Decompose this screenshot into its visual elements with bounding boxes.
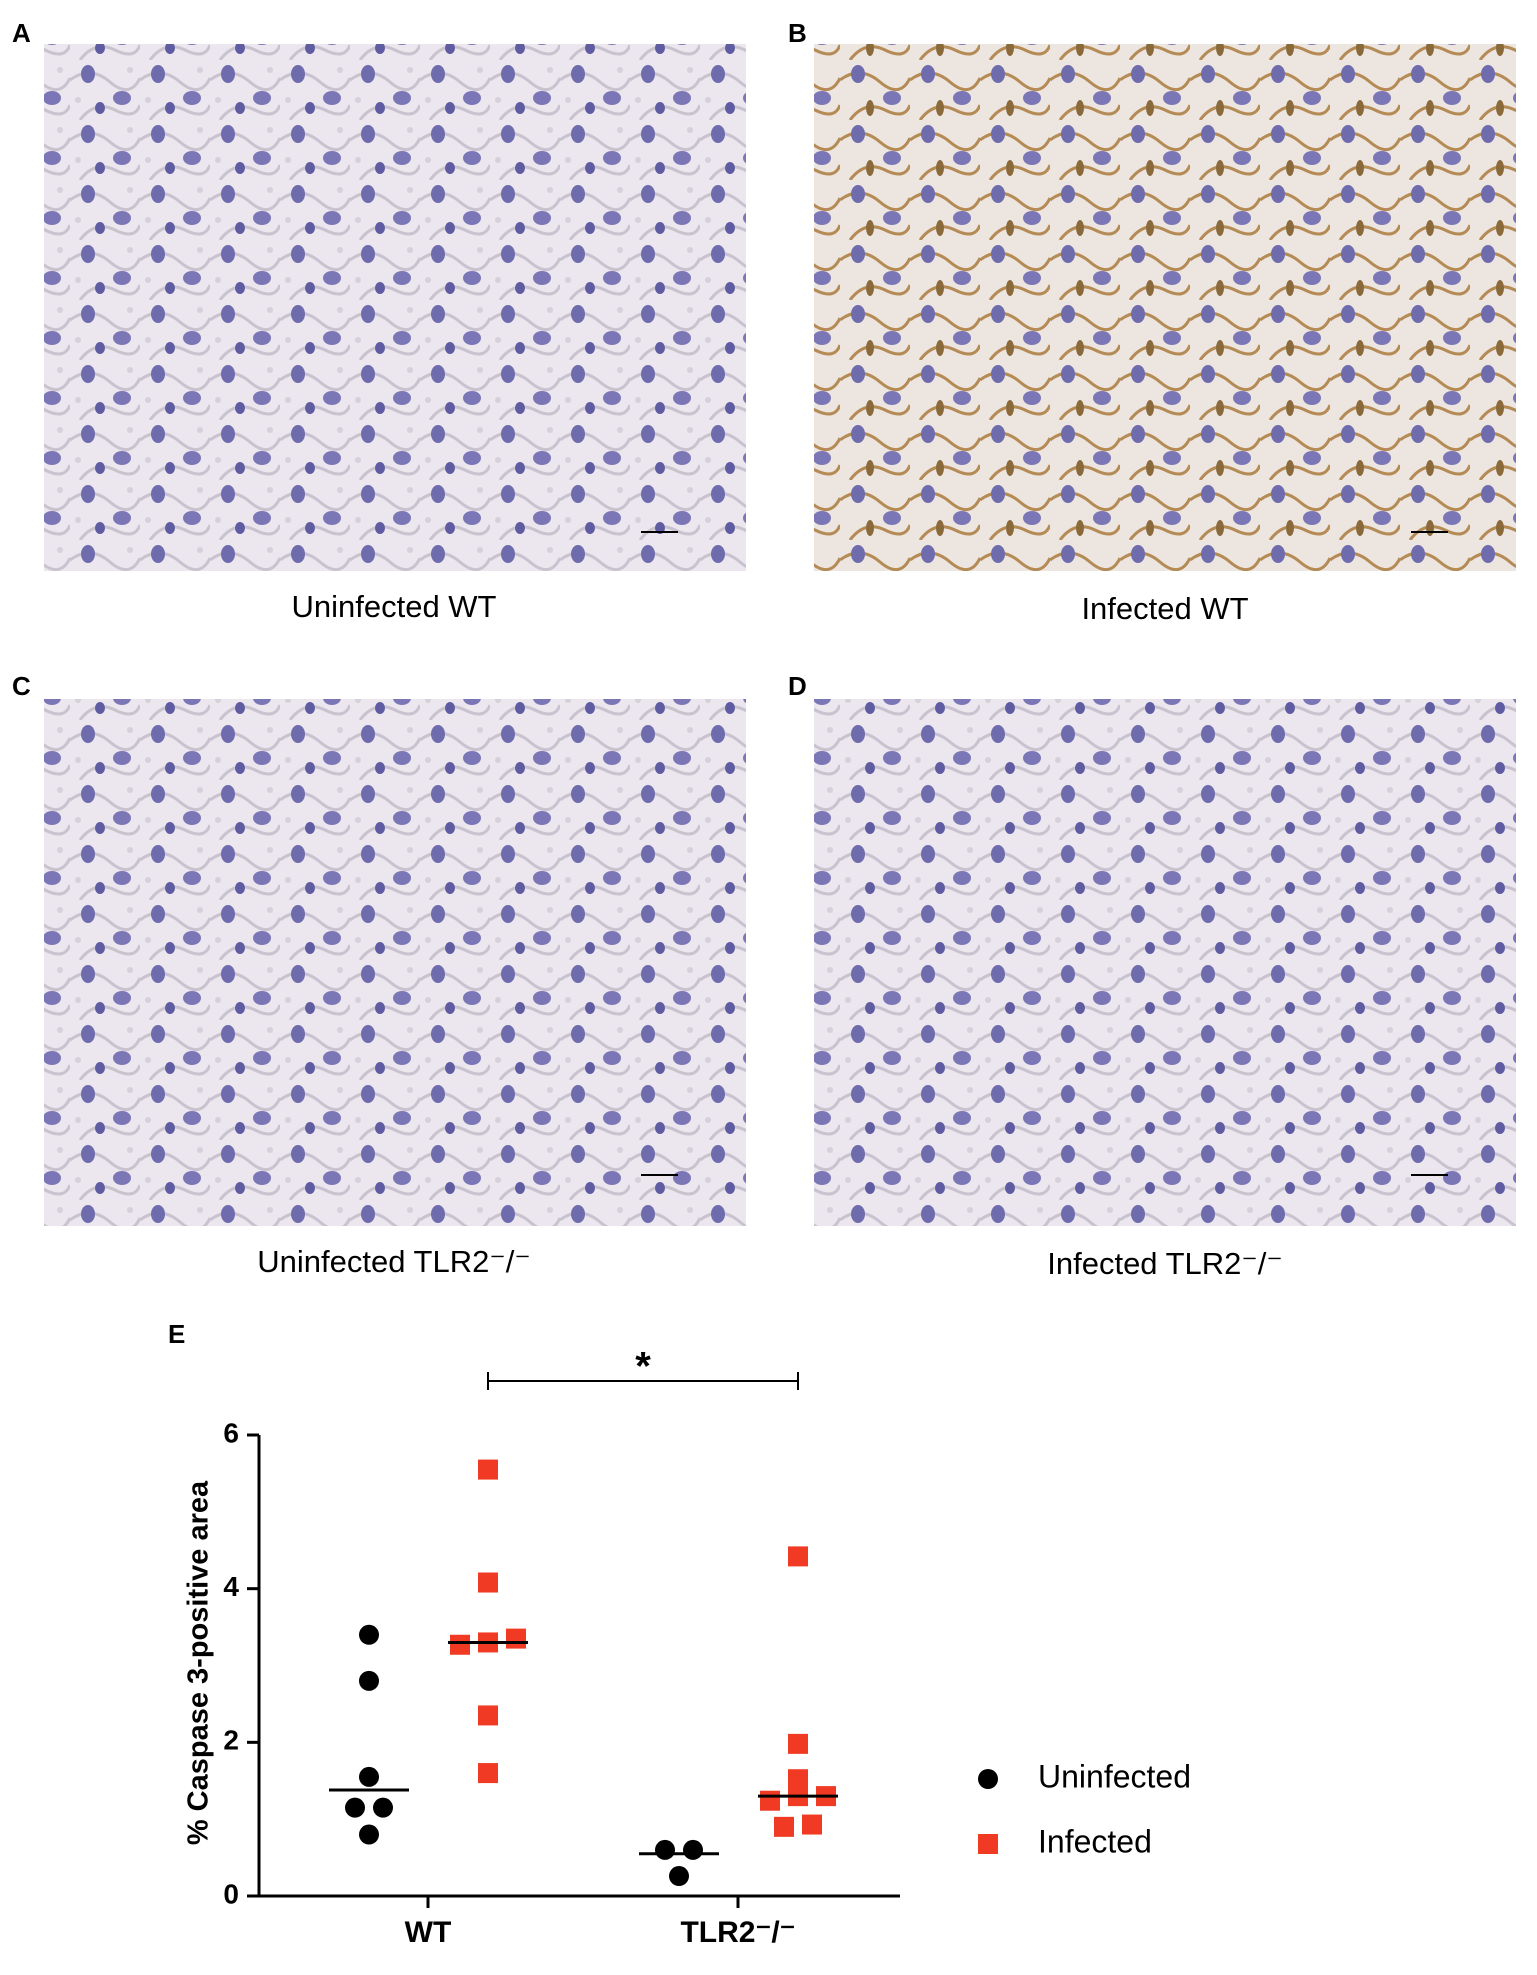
y-tick-label: 4 — [223, 1571, 239, 1602]
y-tick-label: 6 — [223, 1417, 239, 1448]
data-point — [760, 1790, 780, 1811]
micrograph — [814, 699, 1516, 1226]
legend-label: Infected — [1038, 1823, 1152, 1859]
micrograph — [44, 699, 746, 1226]
data-point — [478, 1705, 498, 1726]
data-point — [655, 1839, 675, 1860]
data-point — [478, 1459, 498, 1480]
micrograph — [44, 44, 746, 571]
data-point — [450, 1634, 470, 1655]
caption: Infected TLR2⁻/⁻ — [1047, 1246, 1283, 1281]
caption: Infected WT — [1081, 591, 1248, 626]
caption: Uninfected WT — [291, 589, 496, 624]
legend-marker — [978, 1769, 998, 1789]
panel-letter: D — [788, 671, 807, 701]
data-point — [683, 1839, 703, 1860]
significance-label: * — [635, 1345, 651, 1389]
x-tick-label: TLR2⁻/⁻ — [680, 1916, 795, 1949]
caption: Uninfected TLR2⁻/⁻ — [257, 1244, 530, 1279]
data-point — [359, 1824, 379, 1845]
data-point — [506, 1628, 526, 1649]
panel-letter: A — [12, 18, 31, 48]
x-tick-label: WT — [405, 1916, 452, 1949]
data-point — [788, 1769, 808, 1790]
micrograph — [814, 44, 1516, 571]
legend-label: Uninfected — [1038, 1758, 1191, 1794]
legend-marker — [978, 1834, 998, 1854]
y-tick-label: 0 — [223, 1878, 239, 1909]
data-point — [478, 1572, 498, 1593]
data-point — [345, 1797, 365, 1818]
data-point — [774, 1816, 794, 1837]
data-point — [669, 1866, 689, 1887]
data-point — [478, 1763, 498, 1784]
y-tick-label: 2 — [223, 1725, 239, 1756]
data-point — [788, 1546, 808, 1567]
data-point — [802, 1814, 822, 1835]
data-point — [373, 1797, 393, 1818]
data-point — [359, 1670, 379, 1691]
data-point — [359, 1766, 379, 1787]
data-point — [788, 1733, 808, 1754]
y-axis-label: % Caspase 3-positive area — [183, 1480, 215, 1845]
panel-letter: B — [788, 18, 807, 48]
panel-letter: C — [12, 671, 31, 701]
data-point — [359, 1624, 379, 1645]
panel-letter: E — [168, 1319, 185, 1349]
